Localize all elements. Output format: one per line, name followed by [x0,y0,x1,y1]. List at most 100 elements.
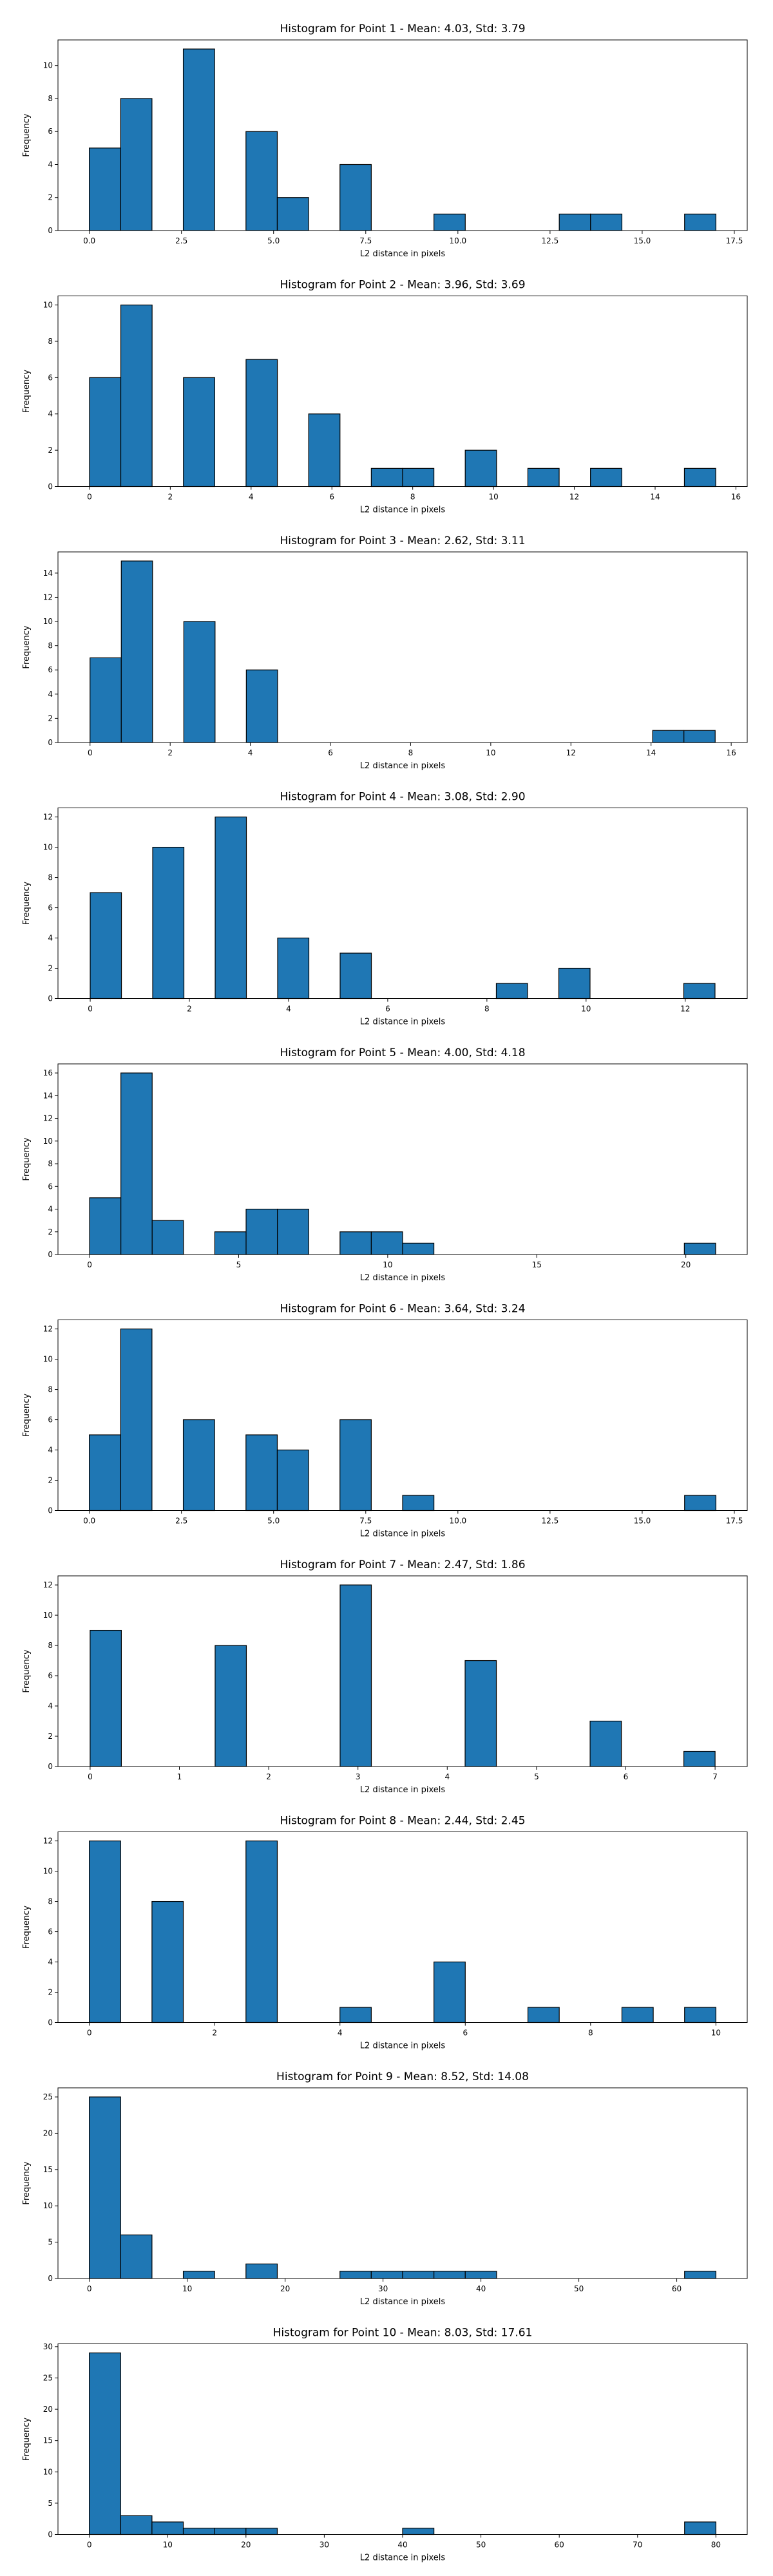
x-tick-label: 0 [87,2284,92,2293]
x-tick-label: 15.0 [634,1517,651,1526]
y-tick-label: 12 [43,813,53,822]
histogram-bar [245,1840,278,2023]
x-tick-label: 0 [88,748,93,757]
histogram-bar [277,1208,309,1255]
x-axis-label: L2 distance in pixels [360,761,446,771]
histogram-bar [151,2521,184,2535]
x-tick-label: 6 [463,2029,468,2038]
y-tick-label: 8 [48,641,53,650]
histogram-bar [464,450,497,488]
x-tick-label: 7.5 [359,236,372,245]
y-tick-label: 8 [48,1897,53,1906]
y-tick-label: 10 [43,1867,53,1876]
y-tick-label: 4 [48,410,53,419]
histogram-bar [339,1419,372,1511]
x-tick-label: 12 [566,748,576,757]
y-tick-label: 10 [43,61,53,70]
histogram-bar [151,1900,184,2023]
y-tick-label: 0 [48,2018,53,2027]
x-tick-label: 5.0 [267,236,280,245]
y-tick-label: 10 [43,2201,53,2210]
histogram-bar [308,413,341,488]
histogram-bar [89,377,122,488]
y-tick-label: 2 [48,964,53,973]
histogram-bar [214,2528,247,2535]
y-tick-label: 8 [48,1159,53,1168]
y-tick-label: 4 [48,934,53,943]
x-axis-label: L2 distance in pixels [360,2297,446,2307]
y-tick-label: 6 [48,1927,53,1937]
x-tick-label: 5 [236,1260,242,1269]
x-tick-label: 0 [87,1260,92,1269]
histogram-bar [276,197,309,231]
x-tick-label: 0 [87,493,92,502]
histogram-bar [434,213,466,231]
histogram-bar [245,2528,278,2535]
x-tick-label: 70 [633,2541,642,2550]
histogram-bar [89,1434,121,1511]
histogram-bar [89,1840,121,2023]
histogram-bar [683,1750,716,1767]
histogram-bar [683,730,716,743]
x-tick-label: 2 [212,2029,217,2038]
x-tick-label: 2 [266,1772,271,1781]
x-tick-label: 30 [378,2284,388,2293]
x-tick-label: 2.5 [175,236,187,245]
histogram-bar [339,2007,372,2023]
histogram-bar [245,669,278,743]
y-tick-label: 30 [43,2342,53,2351]
histogram-bar [151,1220,184,1255]
x-tick-label: 15.0 [634,236,651,245]
x-tick-label: 4 [249,493,254,502]
x-tick-label: 10 [383,1260,392,1269]
y-tick-label: 4 [48,1701,53,1710]
y-tick-label: 4 [48,1446,53,1455]
histogram-bar [339,1231,372,1255]
x-tick-label: 20 [280,2284,290,2293]
x-tick-label: 10 [163,2541,173,2550]
histogram-bar [402,2271,435,2279]
chart-title: Histogram for Point 9 - Mean: 8.52, Std:… [276,2070,529,2083]
x-tick-label: 0 [87,2541,92,2550]
y-tick-label: 2 [48,1988,53,1997]
y-tick-label: 2 [48,193,53,202]
axes-frame [57,1320,748,1511]
histogram-bar [182,2528,215,2535]
histogram-panel-4: Histogram for Point 4 - Mean: 3.08, Std:… [22,791,748,1027]
axes-frame [57,39,748,231]
x-tick-label: 0 [88,1005,93,1014]
y-tick-label: 8 [48,1641,53,1650]
histogram-bar [590,213,623,231]
x-tick-label: 4 [248,748,253,757]
histogram-bar [370,468,403,488]
chart-title: Histogram for Point 3 - Mean: 2.62, Std:… [280,535,525,547]
x-tick-label: 10.0 [449,1517,466,1526]
histogram-panel-3: Histogram for Point 3 - Mean: 2.62, Std:… [22,535,748,771]
histogram-bar [215,1645,247,1767]
x-axis-label: L2 distance in pixels [360,1273,446,1283]
x-tick-label: 4 [444,1772,450,1781]
histogram-bar [120,2515,153,2535]
x-tick-label: 14 [650,493,660,502]
histogram-bar [120,98,153,231]
x-tick-label: 50 [574,2284,584,2293]
histogram-bar [464,1660,497,1767]
x-tick-label: 20 [241,2541,251,2550]
histogram-bar [120,1328,153,1511]
y-tick-label: 20 [43,2128,53,2137]
x-tick-label: 12 [680,1005,690,1014]
histogram-bar [683,1242,716,1255]
histogram-bar [152,846,185,999]
histogram-bar [245,2263,278,2279]
histogram-panel-5: Histogram for Point 5 - Mean: 4.00, Std:… [22,1046,748,1283]
histogram-bar [495,983,528,999]
y-tick-label: 16 [43,1068,53,1077]
y-tick-label: 14 [43,1091,53,1100]
histogram-bar [89,2096,121,2279]
x-tick-label: 0.0 [83,236,95,245]
histogram-bar [652,730,685,743]
x-tick-label: 5 [534,1772,539,1781]
y-tick-label: 2 [48,1227,53,1236]
x-tick-label: 12.5 [542,236,559,245]
y-tick-label: 10 [43,1355,53,1364]
